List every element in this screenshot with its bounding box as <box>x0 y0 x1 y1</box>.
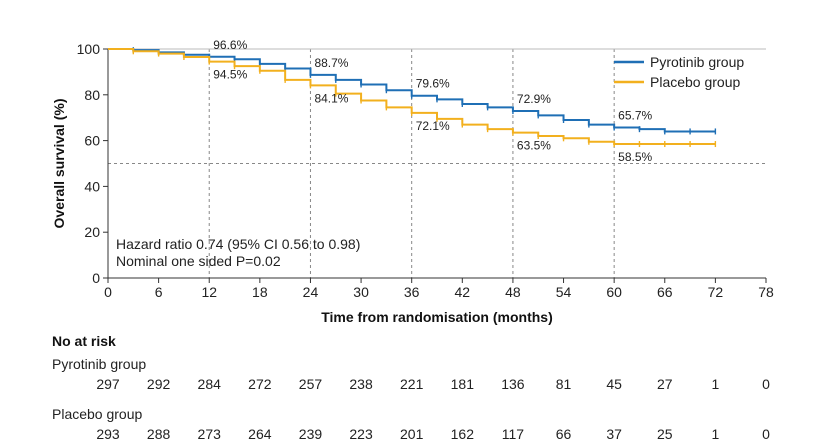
hazard-ratio-text: Nominal one sided P=0.02 <box>116 253 281 269</box>
x-tick-label: 42 <box>455 284 471 300</box>
at-risk-count: 293 <box>96 426 120 442</box>
legend-label: Pyrotinib group <box>650 54 744 70</box>
x-tick-label: 30 <box>353 284 369 300</box>
at-risk-count: 288 <box>147 426 171 442</box>
at-risk-count: 27 <box>657 376 673 392</box>
x-tick-label: 78 <box>758 284 774 300</box>
survival-rate-label: 65.7% <box>618 109 652 123</box>
x-tick-label: 18 <box>252 284 268 300</box>
y-tick-label: 40 <box>84 178 100 194</box>
y-tick-label: 20 <box>84 224 100 240</box>
at-risk-count: 284 <box>198 376 222 392</box>
at-risk-count: 1 <box>711 376 719 392</box>
at-risk-count: 117 <box>502 426 525 442</box>
at-risk-count: 162 <box>451 426 475 442</box>
at-risk-count: 1 <box>711 426 719 442</box>
survival-rate-label: 58.5% <box>618 150 652 164</box>
x-tick-label: 24 <box>303 284 319 300</box>
y-tick-label: 0 <box>92 270 100 286</box>
at-risk-count: 238 <box>349 376 373 392</box>
at-risk-count: 136 <box>501 376 525 392</box>
at-risk-count: 201 <box>400 426 424 442</box>
at-risk-count: 37 <box>606 426 622 442</box>
at-risk-group-label: Pyrotinib group <box>52 356 146 372</box>
y-tick-label: 100 <box>77 41 101 57</box>
y-axis-title: Overall survival (%) <box>51 99 67 229</box>
survival-rate-label: 96.6% <box>213 38 247 52</box>
at-risk-count: 272 <box>248 376 272 392</box>
at-risk-count: 81 <box>556 376 572 392</box>
x-tick-label: 36 <box>404 284 420 300</box>
x-tick-label: 60 <box>606 284 622 300</box>
at-risk-count: 239 <box>299 426 323 442</box>
x-tick-label: 0 <box>104 284 112 300</box>
y-tick-label: 60 <box>84 133 100 149</box>
survival-rate-label: 72.9% <box>517 92 551 106</box>
series-placebo <box>108 48 717 148</box>
survival-rate-label: 94.5% <box>213 68 247 82</box>
at-risk-count: 221 <box>400 376 424 392</box>
at-risk-count: 181 <box>451 376 475 392</box>
at-risk-group-label: Placebo group <box>52 406 143 422</box>
x-tick-label: 54 <box>556 284 572 300</box>
x-tick-label: 6 <box>155 284 163 300</box>
at-risk-count: 264 <box>248 426 272 442</box>
survival-rate-label: 88.7% <box>314 56 348 70</box>
at-risk-count: 273 <box>198 426 222 442</box>
at-risk-count: 292 <box>147 376 171 392</box>
at-risk-count: 66 <box>556 426 572 442</box>
x-axis-title: Time from randomisation (months) <box>321 309 553 325</box>
at-risk-count: 45 <box>606 376 622 392</box>
x-tick-label: 66 <box>657 284 673 300</box>
at-risk-count: 0 <box>762 376 770 392</box>
x-tick-label: 48 <box>505 284 521 300</box>
hazard-ratio-text: Hazard ratio 0.74 (95% CI 0.56 to 0.98) <box>116 236 360 252</box>
survival-rate-label: 63.5% <box>517 139 551 153</box>
x-tick-label: 12 <box>201 284 217 300</box>
at-risk-count: 223 <box>349 426 373 442</box>
at-risk-count: 25 <box>657 426 673 442</box>
x-tick-label: 72 <box>708 284 724 300</box>
survival-rate-label: 72.1% <box>416 119 450 133</box>
at-risk-title: No at risk <box>52 333 116 349</box>
y-tick-label: 80 <box>84 87 100 103</box>
at-risk-count: 297 <box>96 376 120 392</box>
survival-rate-label: 79.6% <box>416 77 450 91</box>
legend-label: Placebo group <box>650 74 741 90</box>
survival-rate-label: 84.1% <box>314 91 348 105</box>
at-risk-count: 257 <box>299 376 323 392</box>
at-risk-count: 0 <box>762 426 770 442</box>
